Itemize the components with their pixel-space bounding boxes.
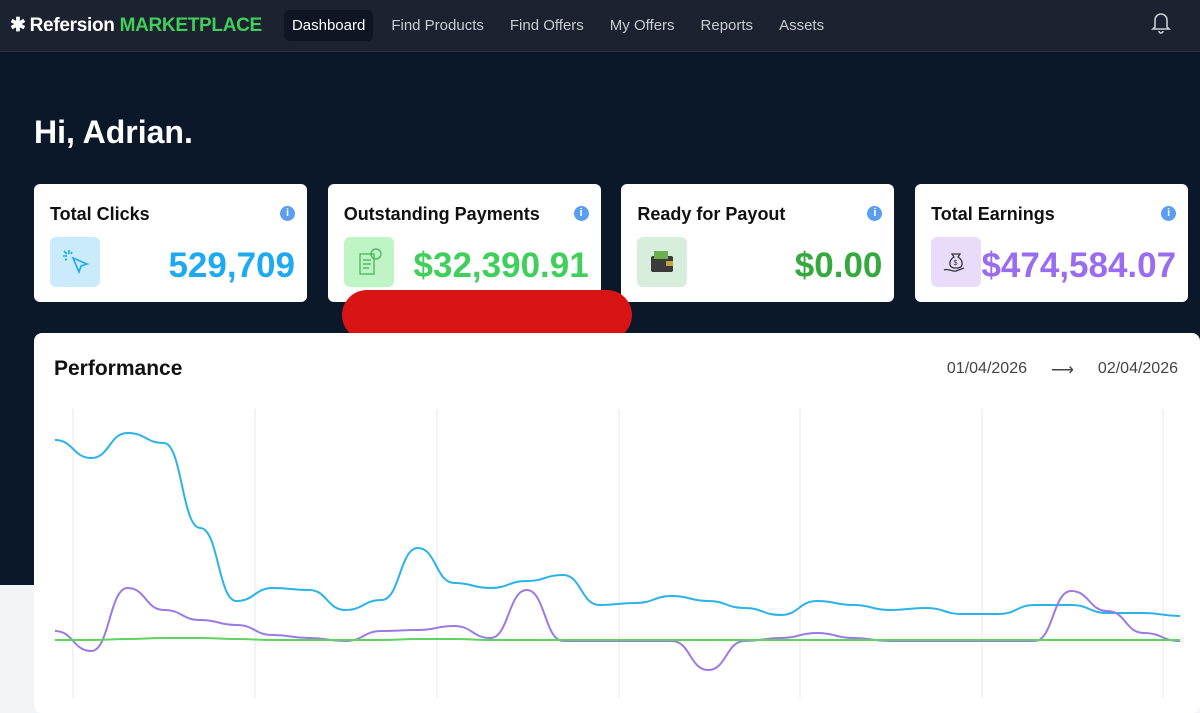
svg-text:$: $ — [954, 260, 958, 267]
cursor-click-icon — [50, 237, 100, 287]
info-icon[interactable]: i — [280, 206, 295, 221]
nav-dashboard[interactable]: Dashboard — [283, 10, 374, 41]
receipt-dollar-icon — [343, 237, 394, 287]
stat-card-total-earnings: Total Earnings i $ $474,584.07 — [915, 184, 1189, 302]
nav-find-products[interactable]: Find Products — [391, 17, 484, 34]
info-icon[interactable]: i — [1161, 206, 1177, 221]
brand-logo[interactable]: ✱ Refersion MARKETPLACE — [10, 14, 262, 37]
info-icon[interactable]: i — [867, 206, 883, 221]
stat-card-outstanding-payments: Outstanding Payments i $32,390.91 — [327, 184, 601, 302]
money-bag-hand-icon: $ — [931, 237, 982, 287]
date-to[interactable]: 02/04/2026 — [1097, 360, 1178, 377]
performance-chart — [54, 409, 1181, 698]
card-title: Outstanding Payments — [343, 204, 540, 224]
nav-reports[interactable]: Reports — [700, 17, 754, 34]
card-title: Total Earnings — [931, 204, 1055, 224]
card-title: Ready for Payout — [637, 204, 786, 224]
top-nav: ✱ Refersion MARKETPLACE Dashboard Find Pro… — [0, 0, 1200, 52]
performance-panel: Performance 01/04/2026 ⟶ 02/04/2026 — [34, 333, 1200, 713]
stat-card-ready-for-payout: Ready for Payout i $0.00 — [621, 184, 895, 302]
info-icon[interactable]: i — [573, 206, 589, 221]
series-line-1 — [54, 586, 1181, 672]
date-range-picker[interactable]: 01/04/2026 ⟶ 02/04/2026 — [947, 360, 1178, 380]
greeting: Hi, Adrian. — [34, 114, 193, 150]
redaction-mark — [342, 290, 632, 340]
card-value: $474,584.07 — [981, 246, 1177, 285]
logo-icon: ✱ — [10, 15, 26, 36]
stat-card-total-clicks: Total Clicks i 529,709 — [34, 184, 307, 302]
date-from[interactable]: 01/04/2026 — [946, 360, 1027, 377]
card-value: $32,390.91 — [413, 246, 589, 285]
performance-title: Performance — [54, 357, 183, 380]
series-line-2 — [54, 637, 1180, 641]
nav-my-offers[interactable]: My Offers — [609, 17, 675, 34]
nav-assets[interactable]: Assets — [779, 17, 825, 34]
nav-find-offers[interactable]: Find Offers — [509, 17, 584, 34]
bell-icon[interactable] — [1150, 10, 1172, 39]
card-value: 529,709 — [168, 246, 295, 285]
card-value: $0.00 — [794, 246, 883, 285]
card-title: Total Clicks — [50, 204, 150, 224]
wallet-icon — [637, 237, 688, 287]
series-line-0 — [54, 431, 1181, 617]
arrow-right-icon: ⟶ — [1050, 362, 1074, 379]
